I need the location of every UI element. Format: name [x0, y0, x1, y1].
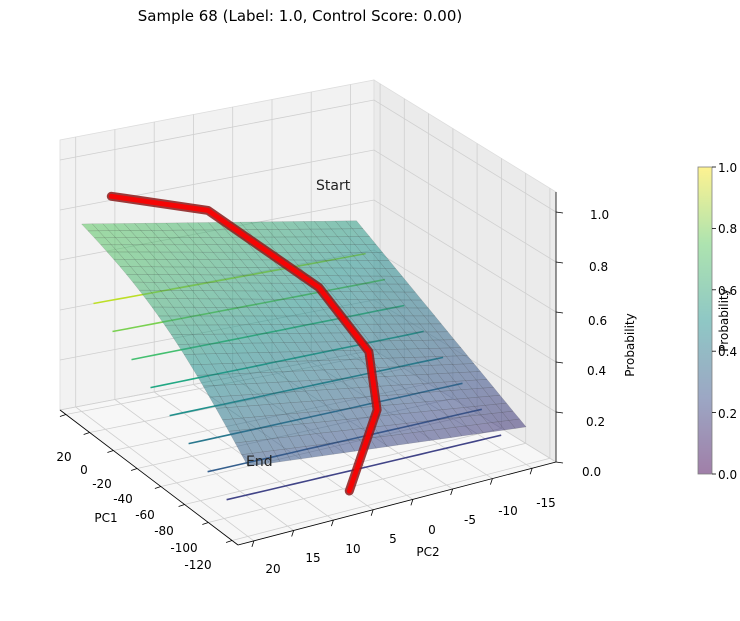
- x-tick-mark: [178, 504, 185, 507]
- z-tick-mark: [555, 411, 564, 414]
- z-axis-label: Probability: [623, 313, 637, 376]
- x-tick-mark: [225, 540, 233, 543]
- x-tick-mark: [131, 468, 138, 471]
- y-tick-label: 10: [345, 542, 360, 556]
- x-tick-label: 0: [80, 463, 88, 477]
- y-tick-mark: [529, 468, 533, 475]
- y-axis-label: PC2: [416, 545, 439, 559]
- x-tick-mark: [107, 450, 114, 453]
- z-tick-label: 0.2: [586, 415, 605, 429]
- x-tick-label: -60: [135, 508, 155, 522]
- y-tick-mark: [490, 478, 493, 485]
- y-tick-label: 5: [389, 532, 397, 546]
- y-tick-label: -5: [464, 513, 476, 527]
- y-axis-line: [237, 461, 557, 546]
- y-tick-label: -15: [536, 496, 556, 510]
- x-axis-label: PC1: [94, 511, 117, 525]
- contour-line: [226, 434, 502, 501]
- x-tick-mark: [202, 522, 209, 525]
- x-tick-label: -40: [113, 492, 133, 506]
- z-tick-label: 0.0: [582, 465, 601, 479]
- y-tick-mark: [331, 519, 334, 527]
- y-tick-mark: [251, 540, 255, 547]
- colorbar-tick-label: 0.0: [718, 468, 737, 482]
- y-tick-mark: [450, 488, 454, 496]
- y-tick-label: 15: [305, 551, 320, 565]
- colorbar-tick-label: 1.0: [718, 161, 737, 175]
- colorbar-tick-label: 0.6: [718, 284, 737, 298]
- z-tick-mark: [555, 361, 564, 364]
- trajectory: [106, 191, 382, 496]
- x-tick-label: -100: [170, 541, 197, 555]
- colorbar-label: Probability: [717, 288, 731, 351]
- y-axis-ticks: 20 15 10 5 0 -5 -10 -15: [265, 496, 555, 576]
- y-tick-mark: [291, 530, 295, 537]
- z-tick-label: 0.6: [588, 314, 607, 328]
- y-tick-label: 0: [428, 523, 436, 537]
- x-tick-label: -20: [92, 477, 112, 491]
- colorbar-tick-label: 0.2: [718, 407, 737, 421]
- colorbar-tick-label: 0.8: [718, 222, 737, 236]
- z-gridline: [59, 149, 557, 263]
- z-tick-label: 0.4: [587, 364, 606, 378]
- start-label: Start: [316, 178, 351, 194]
- z-tick-label: 1.0: [590, 208, 609, 222]
- z-tick-mark: [555, 211, 564, 214]
- z-tick-mark: [555, 261, 564, 264]
- chart-title: Sample 68 (Label: 1.0, Control Score: 0.…: [138, 7, 462, 25]
- probability-surface: [81, 220, 527, 467]
- colorbar-gradient: [697, 166, 713, 475]
- z-gridline: [59, 99, 557, 213]
- x-tick-mark: [83, 432, 90, 435]
- x-tick-mark: [59, 414, 67, 417]
- surface-cell: [508, 418, 527, 429]
- x-tick-label: 20: [56, 450, 71, 464]
- y-tick-label: 20: [265, 562, 280, 576]
- y-tick-mark: [410, 499, 414, 506]
- axes: [59, 192, 564, 547]
- z-tick-mark: [555, 461, 564, 464]
- z-tick-label: 0.8: [589, 260, 608, 274]
- end-label: End: [246, 454, 273, 470]
- x-tick-label: -120: [184, 558, 211, 572]
- colorbar-ticks: [712, 166, 716, 475]
- z-tick-mark: [555, 311, 564, 314]
- colorbar-tick-label: 0.4: [718, 345, 737, 359]
- colorbar: 0.0 0.2 0.4 0.6 0.8 1.0 Probability: [697, 161, 737, 482]
- x-axis-ticks: 20 0 -20 -40 -60 -80 -100 -120: [56, 450, 211, 572]
- y-tick-label: -10: [498, 504, 518, 518]
- y-tick-mark: [370, 509, 374, 516]
- x-tick-mark: [154, 486, 161, 489]
- z-axis-ticks: 0.0 0.2 0.4 0.6 0.8 1.0: [582, 208, 609, 479]
- x-tick-label: -80: [154, 524, 174, 538]
- trajectory-line: [108, 193, 380, 494]
